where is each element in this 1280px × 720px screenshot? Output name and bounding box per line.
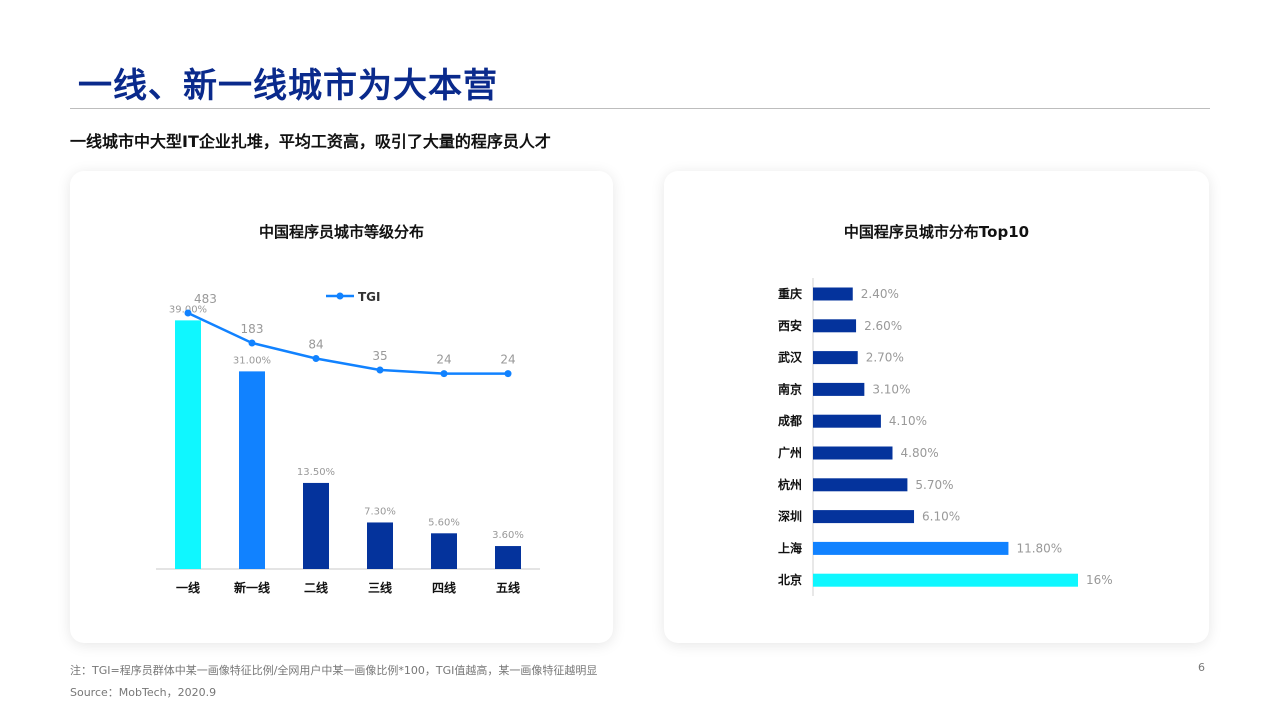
- city-label: 重庆: [778, 286, 802, 301]
- tgi-point: [184, 309, 192, 317]
- city-label: 广州: [778, 445, 802, 460]
- page-number: 6: [1198, 661, 1205, 674]
- tier-bar: [431, 533, 457, 569]
- city-top10-chart-title: 中国程序员城市分布Top10: [843, 223, 1030, 241]
- city-label: 深圳: [778, 509, 802, 524]
- city-bar: [813, 573, 1078, 587]
- tgi-value-label: 483: [194, 292, 217, 306]
- city-bar: [813, 446, 893, 460]
- city-top10-chart-card: 中国程序员城市分布Top10 重庆 2.40% 西安 2.60% 武汉 2.70% 南京 3.…: [664, 171, 1209, 643]
- tgi-value-label: 24: [500, 353, 515, 367]
- tier-bar-value-label: 5.60%: [428, 517, 460, 528]
- city-bar: [813, 382, 865, 396]
- city-value-label: 2.60%: [864, 319, 902, 333]
- page-title: 一线、新一线城市为大本营: [78, 66, 498, 106]
- city-top10-chart: 重庆 2.40% 西安 2.60% 武汉 2.70% 南京 3.10% 成都 4.10% 广州 4.8…: [778, 278, 1113, 596]
- tgi-legend-label: TGI: [358, 290, 381, 304]
- tgi-value-label: 183: [241, 322, 264, 336]
- city-label: 上海: [778, 540, 802, 555]
- tier-bar: [239, 371, 265, 569]
- tier-bar: [303, 482, 329, 569]
- city-bar: [813, 319, 857, 333]
- tier-category-label: 四线: [432, 580, 456, 595]
- tier-bar-value-label: 13.50%: [297, 467, 335, 478]
- tgi-point: [248, 339, 256, 347]
- tgi-value-label: 84: [308, 337, 323, 351]
- city-tier-chart-title: 中国程序员城市等级分布: [258, 223, 424, 241]
- footnote: 注：TGI=程序员群体中某一画像特征比例/全网用户中某一画像比例*100，TGI…: [70, 664, 598, 677]
- tier-bar-value-label: 7.30%: [364, 506, 396, 517]
- tier-bar: [495, 546, 521, 569]
- city-bar: [813, 414, 881, 428]
- tgi-value-label: 35: [372, 349, 387, 363]
- city-tier-chart-card: 中国程序员城市等级分布 39.00%一线31.00%新一线13.50%二线7.3…: [70, 171, 613, 643]
- city-bar: [813, 351, 858, 365]
- city-bar: [813, 287, 853, 301]
- city-label: 成都: [778, 413, 802, 428]
- city-value-label: 3.10%: [872, 382, 910, 396]
- city-value-label: 4.80%: [901, 446, 939, 460]
- title-divider: [70, 108, 1210, 109]
- tgi-point: [440, 370, 448, 378]
- tier-category-label: 五线: [496, 580, 520, 595]
- city-value-label: 2.40%: [861, 287, 899, 301]
- tier-bar-value-label: 3.60%: [492, 530, 524, 541]
- city-tier-chart: 39.00%一线31.00%新一线13.50%二线7.30%三线5.60%四线3…: [156, 290, 540, 595]
- source-note: Source：MobTech，2020.9: [70, 686, 217, 699]
- city-label: 杭州: [778, 477, 802, 492]
- tier-category-label: 一线: [176, 580, 200, 595]
- city-label: 武汉: [778, 350, 803, 365]
- tgi-point: [376, 366, 384, 374]
- city-value-label: 5.70%: [915, 478, 953, 492]
- city-value-label: 16%: [1086, 573, 1113, 587]
- tier-category-label: 二线: [304, 580, 328, 595]
- city-label: 北京: [778, 572, 802, 587]
- city-value-label: 11.80%: [1016, 541, 1062, 555]
- tgi-point: [312, 354, 320, 362]
- city-label: 南京: [778, 381, 802, 396]
- tier-bar: [367, 522, 393, 569]
- page-subtitle: 一线城市中大型IT企业扎堆，平均工资高，吸引了大量的程序员人才: [70, 132, 551, 151]
- city-value-label: 6.10%: [922, 510, 960, 524]
- city-label: 西安: [778, 318, 802, 333]
- tgi-legend-marker: [336, 292, 344, 300]
- city-value-label: 2.70%: [866, 351, 904, 365]
- city-bar: [813, 510, 915, 524]
- tier-bar: [175, 320, 201, 569]
- tier-category-label: 三线: [368, 580, 392, 595]
- tgi-point: [504, 370, 512, 378]
- tgi-line: [187, 311, 508, 375]
- tier-bar-value-label: 31.00%: [233, 355, 271, 366]
- tier-category-label: 新一线: [234, 580, 270, 595]
- city-bar: [813, 541, 1009, 555]
- tgi-value-label: 24: [436, 353, 451, 367]
- city-value-label: 4.10%: [889, 414, 927, 428]
- city-bar: [813, 478, 908, 492]
